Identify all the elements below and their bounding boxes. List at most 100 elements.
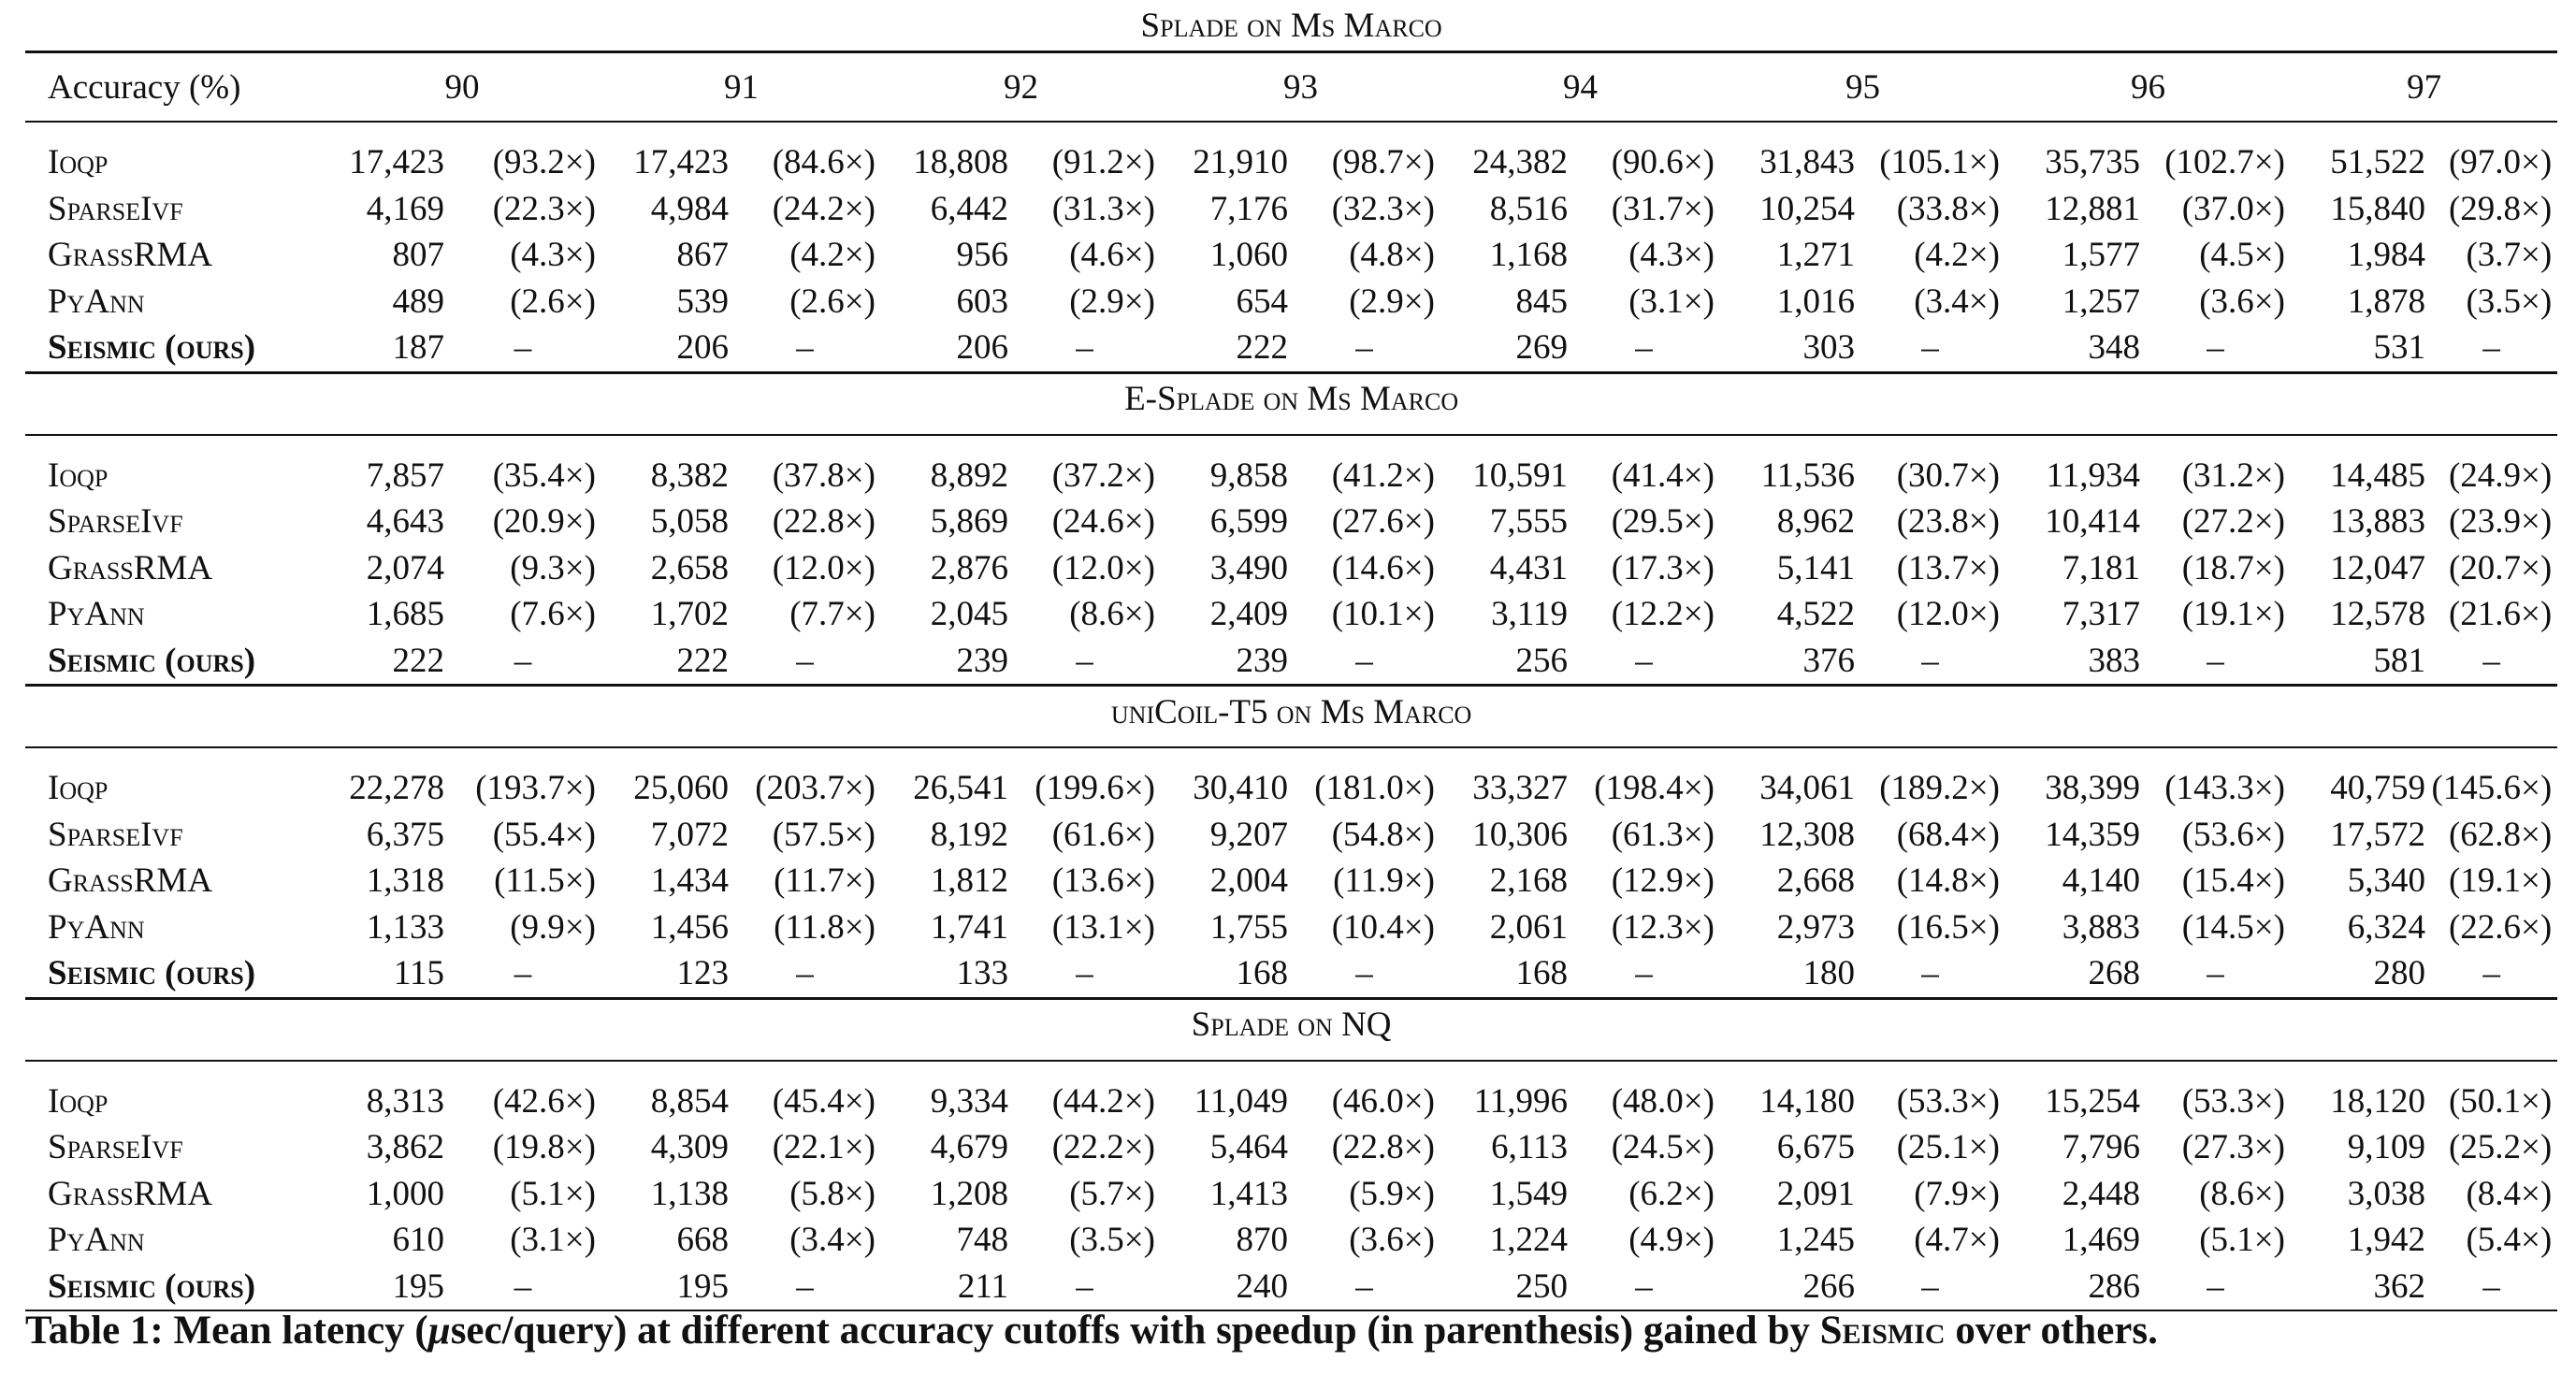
latency-cell: 18,120 (2330, 1081, 2425, 1121)
section-title-row: E-Splade on Ms Marco (25, 370, 2558, 425)
table-row: Seismic (ours) 222–222–239–239–256–376–38… (25, 637, 2558, 687)
speedup-cell: (98.7×) (1331, 143, 1435, 182)
latency-cell: 38,399 (2045, 769, 2140, 808)
latency-cell: 1,577 (2062, 236, 2140, 275)
speedup-cell: (22.2×) (1051, 1128, 1155, 1167)
latency-cell: 239 (881, 637, 1014, 687)
speedup-cell: – (1573, 325, 1720, 373)
speedup-cell: (9.9×) (510, 907, 596, 947)
method-name: Ioqp (48, 1081, 109, 1121)
speedup-cell: (12.0×) (1896, 595, 2000, 634)
latency-cell: 581 (2291, 637, 2431, 687)
latency-cell: 10,414 (2045, 502, 2140, 542)
speedup-cell: (42.6×) (492, 1081, 596, 1121)
latency-cell: 4,679 (930, 1128, 1008, 1167)
latency-cell: 2,876 (930, 548, 1008, 587)
latency-cell: 195 (323, 1263, 450, 1311)
speedup-cell: – (1860, 950, 2005, 999)
latency-cell: 51,522 (2330, 143, 2425, 182)
section-rule (25, 424, 2558, 436)
speedup-cell: – (1294, 1263, 1440, 1311)
latency-cell: 1,685 (366, 595, 444, 634)
latency-cell: 2,091 (1776, 1174, 1855, 1213)
speedup-cell: – (734, 325, 881, 373)
speedup-cell: (24.6×) (1051, 502, 1155, 542)
latency-cell: 1,456 (650, 907, 729, 947)
results-table: Splade on Ms Marco Accuracy (%) 90 91 92 93 94… (25, 0, 2558, 1311)
speedup-cell: (4.5×) (2199, 236, 2285, 275)
speedup-cell: (90.6×) (1611, 143, 1715, 182)
latency-cell: 40,759 (2330, 769, 2425, 808)
speedup-cell: (37.2×) (1051, 456, 1155, 495)
latency-cell: 240 (1161, 1263, 1294, 1311)
table-row: SparseIvf 6,375 (55.4×) 7,072 (57.5×) 8,192 (6… (25, 812, 2557, 859)
speedup-cell: (3.1×) (510, 1221, 596, 1260)
speedup-cell: (2.9×) (1349, 282, 1435, 321)
speedup-cell: – (450, 1263, 601, 1311)
latency-cell: 2,045 (930, 595, 1008, 634)
latency-cell: 2,409 (1209, 595, 1288, 634)
latency-cell: 17,423 (349, 143, 444, 182)
latency-cell: 10,306 (1472, 815, 1568, 854)
speedup-cell: (3.4×) (789, 1221, 876, 1260)
speedup-cell: (24.9×) (2448, 456, 2553, 495)
latency-cell: 14,359 (2045, 815, 2140, 854)
section-rule (25, 1049, 2558, 1062)
latency-cell: 748 (956, 1221, 1009, 1260)
speedup-cell: (24.5×) (1611, 1128, 1715, 1167)
method-name: Seismic (ours) (25, 950, 323, 999)
speedup-cell: – (1573, 950, 1720, 999)
caption-mu: μ (427, 1309, 451, 1353)
speedup-cell: (6.2×) (1628, 1174, 1715, 1213)
latency-cell: 4,522 (1776, 595, 1855, 634)
latency-cell: 2,074 (366, 548, 444, 587)
speedup-cell: (14.8×) (1896, 861, 2000, 901)
latency-cell: 250 (1440, 1263, 1573, 1311)
speedup-cell: (9.3×) (510, 548, 596, 587)
caption-suffix: over others. (1945, 1309, 2158, 1353)
table-row: PyAnn 489 (2.6×) 539 (2.6×) 603 (2.9×) 654 (2.9×… (25, 279, 2557, 326)
speedup-cell: (4.6×) (1069, 236, 1155, 275)
speedup-cell: (22.8×) (1331, 1128, 1435, 1167)
speedup-cell: (3.7×) (2466, 236, 2553, 275)
speedup-cell: – (734, 637, 881, 687)
speedup-cell: (4.2×) (1914, 236, 2000, 275)
latency-cell: 6,442 (930, 189, 1008, 228)
speedup-cell: (30.7×) (1896, 456, 2000, 495)
latency-cell: 7,181 (2062, 548, 2140, 587)
section-title: Splade on Ms Marco (1140, 6, 1442, 45)
latency-cell: 6,599 (1209, 502, 1288, 542)
latency-cell: 6,675 (1776, 1128, 1855, 1167)
latency-cell: 4,984 (650, 189, 729, 228)
latency-cell: 1,016 (1776, 282, 1855, 321)
latency-cell: 1,942 (2347, 1221, 2425, 1260)
speedup-cell: (12.9×) (1611, 861, 1715, 901)
speedup-cell: (55.4×) (492, 815, 596, 854)
latency-cell: 1,133 (366, 907, 444, 947)
latency-cell: 5,869 (930, 502, 1008, 542)
latency-cell: 867 (676, 236, 730, 275)
latency-cell: 1,000 (366, 1174, 444, 1213)
latency-cell: 1,434 (650, 861, 729, 901)
latency-cell: 11,536 (1760, 456, 1855, 495)
speedup-cell: (41.2×) (1331, 456, 1435, 495)
table-row: GrassRMA 807 (4.3×) 867 (4.2×) 956 (4.6×) 1,060… (25, 232, 2557, 279)
latency-cell: 4,431 (1489, 548, 1568, 587)
table-row: Seismic (ours) 115–123–133–168–168–180–26… (25, 950, 2558, 999)
speedup-cell: (54.8×) (1331, 815, 1435, 854)
speedup-cell: (203.7×) (755, 769, 876, 808)
speedup-cell: (4.3×) (1628, 236, 1715, 275)
latency-cell: 6,113 (1491, 1128, 1568, 1167)
speedup-cell: – (2431, 325, 2558, 373)
latency-cell: 4,140 (2062, 861, 2140, 901)
latency-cell: 5,340 (2347, 861, 2425, 901)
latency-cell: 8,962 (1776, 502, 1855, 542)
latency-cell: 654 (1236, 282, 1289, 321)
method-name: GrassRMA (48, 1174, 213, 1213)
latency-cell: 12,578 (2330, 595, 2425, 634)
spacer-cell (25, 747, 2557, 765)
speedup-cell: (22.8×) (772, 502, 876, 542)
speedup-cell: (2.6×) (510, 282, 596, 321)
latency-cell: 11,049 (1194, 1081, 1288, 1121)
latency-cell: 17,572 (2330, 815, 2425, 854)
